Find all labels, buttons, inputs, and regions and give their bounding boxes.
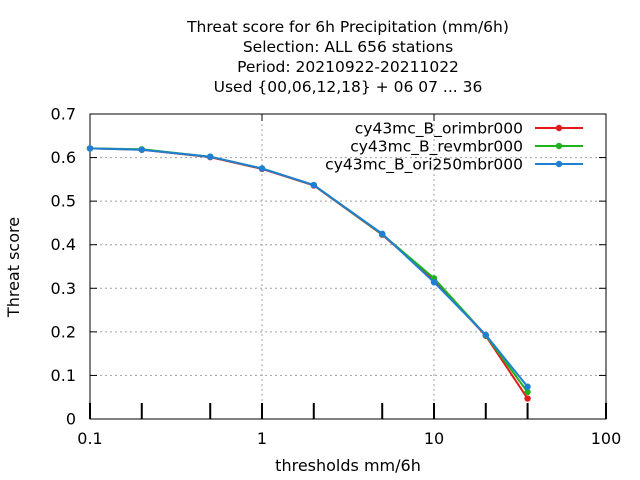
data-series: [86, 145, 531, 402]
x-tick-label: 0.1: [77, 429, 102, 448]
x-tick-label: 100: [591, 429, 622, 448]
x-axis-label: thresholds mm/6h: [275, 456, 421, 475]
data-point: [86, 145, 94, 152]
legend-label: cy43mc_B_ori250mbr000: [325, 156, 523, 175]
y-tick-label: 0.2: [51, 322, 76, 341]
legend-swatch-marker: [555, 124, 563, 132]
chart-title: Threat score for 6h Precipitation (mm/6h…: [186, 18, 509, 96]
data-point: [207, 153, 214, 160]
title-line: Selection: ALL 656 stations: [243, 38, 453, 56]
legend-label: cy43mc_B_revmbr000: [350, 138, 523, 157]
y-axis-label: Threat score: [4, 217, 23, 318]
data-point: [430, 278, 438, 286]
y-tick-label: 0: [66, 410, 76, 429]
data-point: [310, 181, 317, 189]
series-line: [89, 147, 529, 393]
series-line: [89, 147, 529, 400]
data-point: [524, 383, 531, 390]
data-point: [258, 165, 266, 172]
axis-ticks: [89, 113, 607, 420]
x-tick-label: 10: [424, 429, 444, 448]
series-line: [89, 147, 529, 388]
x-axis-tick-labels: 0.1 1 10 100: [77, 429, 621, 448]
data-point: [482, 331, 489, 339]
plot-area-frame: [89, 113, 607, 420]
data-point: [379, 230, 386, 238]
y-tick-label: 0.3: [51, 279, 76, 298]
y-tick-label: 0.5: [51, 192, 76, 211]
legend-swatch-marker: [555, 142, 563, 150]
data-point: [524, 395, 531, 402]
y-tick-label: 0.1: [51, 366, 76, 385]
legend-swatch-marker: [555, 160, 563, 168]
y-tick-label: 0.7: [51, 105, 76, 124]
y-tick-label: 0.6: [51, 148, 76, 167]
title-line: Threat score for 6h Precipitation (mm/6h…: [186, 18, 509, 36]
legend-label: cy43mc_B_orimbr000: [355, 120, 523, 139]
title-line: Used {00,06,12,18} + 06 07 ... 36: [214, 78, 483, 96]
data-point: [524, 388, 531, 396]
title-line: Period: 20210922-20211022: [237, 58, 459, 76]
grid: [90, 114, 606, 419]
data-point: [138, 146, 145, 153]
y-axis-tick-labels: 0 0.1 0.2 0.3 0.4 0.5 0.6 0.7: [51, 105, 76, 429]
legend: cy43mc_B_orimbr000cy43mc_B_revmbr000cy43…: [325, 120, 583, 175]
y-tick-label: 0.4: [51, 235, 76, 254]
x-tick-label: 1: [257, 429, 267, 448]
